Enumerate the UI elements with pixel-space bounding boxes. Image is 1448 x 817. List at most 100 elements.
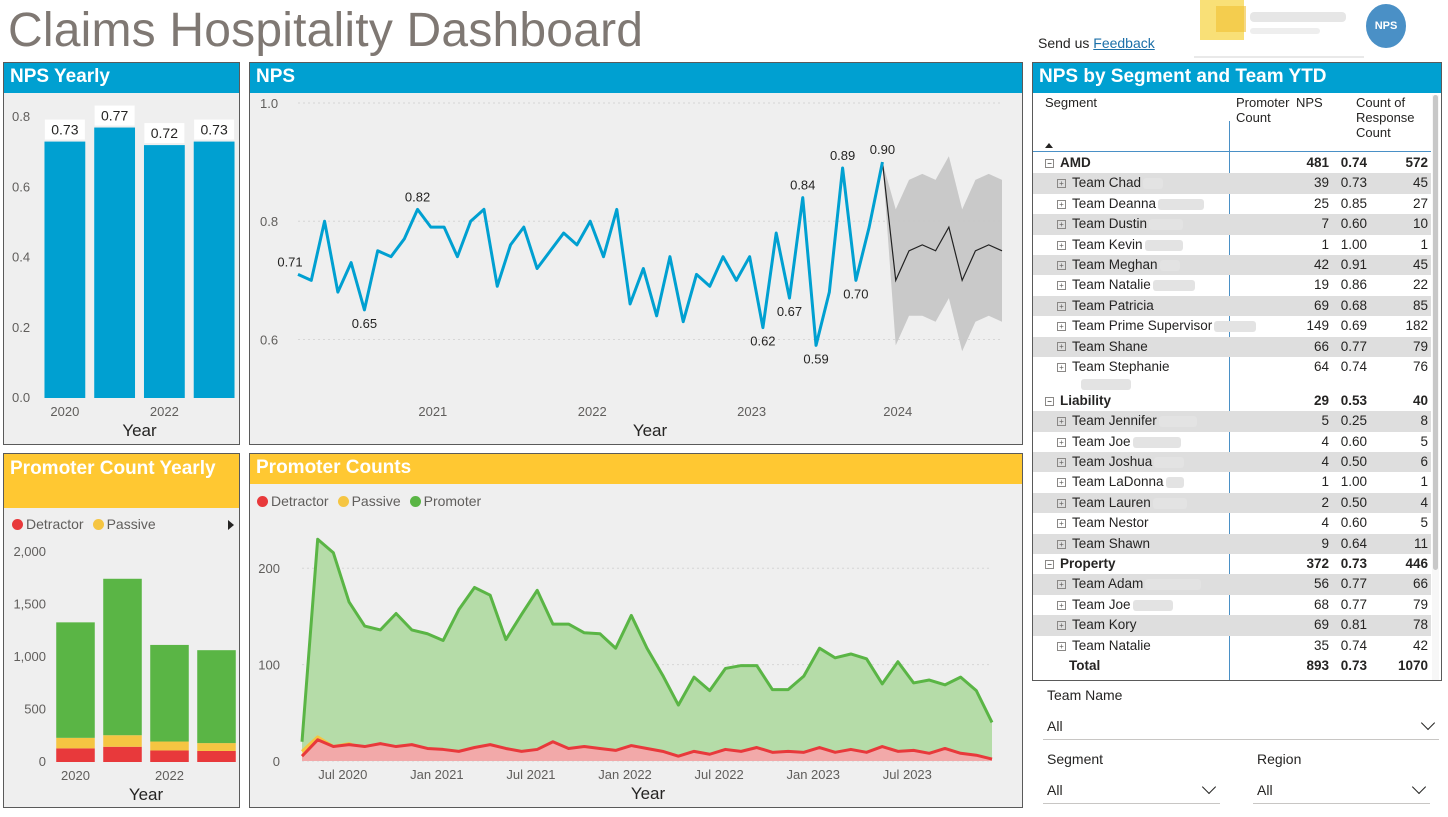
expand-icon[interactable]: + xyxy=(1057,362,1066,372)
redacted-surname xyxy=(1158,416,1197,428)
expand-icon[interactable]: + xyxy=(1057,437,1066,447)
expand-icon[interactable]: + xyxy=(1057,220,1066,230)
x-tick-label: 2022 xyxy=(155,768,184,783)
matrix-team-row[interactable]: + Team Chad 39 0.73 45 xyxy=(1033,173,1431,194)
matrix-team-row[interactable]: + Team Stephanie 64 0.74 76 xyxy=(1033,357,1431,391)
expand-icon[interactable]: + xyxy=(1057,539,1066,549)
expand-icon[interactable]: + xyxy=(1057,240,1066,250)
expand-icon[interactable]: + xyxy=(1057,600,1066,610)
matrix-team-row[interactable]: + Team Dustin 7 0.60 10 xyxy=(1033,214,1431,235)
redacted-surname xyxy=(1143,178,1164,190)
nps-trend-chart: 0.6 0.8 1.0 0.71 0.65 0.82 0.620.67 0.84 0.59 0.8… xyxy=(260,96,1003,440)
team-name-dropdown[interactable]: All xyxy=(1043,712,1439,740)
matrix-segment-row[interactable]: − Liability 29 0.53 40 xyxy=(1033,391,1431,411)
matrix-col-promoter-count[interactable]: Promoter Count xyxy=(1236,95,1290,125)
matrix-cell-promoter: 42 xyxy=(1313,256,1329,272)
expand-icon[interactable]: + xyxy=(1057,342,1066,352)
expand-icon[interactable]: + xyxy=(1057,281,1066,291)
matrix-scrollbar-thumb[interactable] xyxy=(1433,95,1438,570)
matrix-cell-promoter: 1 xyxy=(1321,236,1329,252)
matrix-row-label: − AMD xyxy=(1045,153,1091,173)
matrix-team-row[interactable]: + Team Kevin 1 1.00 1 xyxy=(1033,235,1431,255)
matrix-team-row[interactable]: + Team Jennifer 5 0.25 8 xyxy=(1033,411,1431,432)
matrix-cell-count: 572 xyxy=(1405,155,1428,170)
matrix-col-segment[interactable]: Segment xyxy=(1045,95,1098,110)
matrix-team-row[interactable]: + Team Shane 66 0.77 79 xyxy=(1033,336,1431,357)
sort-ascending-icon[interactable] xyxy=(1045,142,1053,148)
matrix-team-row[interactable]: + Team Joe 4 0.60 5 xyxy=(1033,432,1431,452)
matrix-row-name: Team Prime Supervisor xyxy=(1072,318,1213,334)
legend-label-passive: Passive xyxy=(106,516,156,532)
matrix-team-row[interactable]: + Team Shawn 9 0.64 11 xyxy=(1033,533,1431,555)
expand-icon[interactable]: + xyxy=(1057,478,1066,488)
bar-segment-promoter xyxy=(56,622,95,738)
redacted-surname xyxy=(1149,219,1184,231)
matrix-team-row[interactable]: + Team Joe 68 0.77 79 xyxy=(1033,595,1431,615)
matrix-total-row[interactable]: Total 893 0.73 1070 xyxy=(1033,656,1431,676)
forecast-confidence-band xyxy=(882,156,1002,352)
matrix-cell-promoter: 4 xyxy=(1321,515,1329,531)
matrix-cell-nps: 0.81 xyxy=(1340,617,1367,633)
y-tick-label: 100 xyxy=(258,658,280,673)
data-label: 0.59 xyxy=(803,351,828,366)
matrix-cell-count: 78 xyxy=(1412,617,1428,633)
matrix-segment-row[interactable]: − AMD 481 0.74 572 xyxy=(1033,153,1431,173)
nps-matrix-title: NPS by Segment and Team YTD xyxy=(1033,63,1441,93)
matrix-cell-promoter: 2 xyxy=(1321,494,1329,510)
matrix-row-name: Liability xyxy=(1060,392,1112,408)
matrix-team-row[interactable]: + Team Nestor 4 0.60 5 xyxy=(1033,513,1431,533)
matrix-row-label: − Liability xyxy=(1045,391,1111,411)
matrix-team-row[interactable]: + Team Patricia 69 0.68 85 xyxy=(1033,295,1431,317)
matrix-cell-promoter: 372 xyxy=(1306,556,1329,572)
nps-badge-icon: NPS xyxy=(1366,4,1406,48)
data-label: 0.82 xyxy=(405,189,430,204)
expand-icon[interactable]: + xyxy=(1057,519,1066,529)
matrix-cell-count: 1 xyxy=(1420,474,1428,490)
data-label: 0.65 xyxy=(352,316,377,331)
matrix-team-row[interactable]: + Team Kory 69 0.81 78 xyxy=(1033,615,1431,636)
matrix-team-row[interactable]: + Team Meghan 42 0.91 45 xyxy=(1033,254,1431,276)
expand-icon[interactable]: + xyxy=(1057,179,1066,189)
collapse-icon[interactable]: − xyxy=(1045,158,1054,168)
collapse-icon[interactable]: − xyxy=(1045,396,1054,406)
expand-icon[interactable]: + xyxy=(1057,322,1066,332)
matrix-col-nps[interactable]: NPS xyxy=(1296,95,1323,110)
legend-next-arrow-icon[interactable] xyxy=(226,518,236,532)
matrix-col-response-count[interactable]: Count of Response Count xyxy=(1356,95,1415,140)
matrix-row-label: + Team Chad xyxy=(1057,173,1164,193)
matrix-team-row[interactable]: + Team Natalie 19 0.86 22 xyxy=(1033,275,1431,295)
feedback-link[interactable]: Feedback xyxy=(1093,35,1155,51)
matrix-row-name: Team Kevin xyxy=(1072,236,1143,252)
matrix-scrollbar[interactable] xyxy=(1432,95,1439,680)
expand-icon[interactable]: + xyxy=(1057,301,1066,311)
company-logo-graphic xyxy=(1194,0,1364,58)
matrix-team-row[interactable]: + Team Deanna 25 0.85 27 xyxy=(1033,194,1431,214)
matrix-team-row[interactable]: + Team Natalie 35 0.74 42 xyxy=(1033,636,1431,656)
matrix-team-row[interactable]: + Team Lauren 2 0.50 4 xyxy=(1033,492,1431,514)
matrix-row-label: + Team Joe xyxy=(1057,595,1173,615)
matrix-cell-promoter: 29 xyxy=(1313,392,1329,408)
matrix-cell-promoter: 9 xyxy=(1321,535,1329,551)
matrix-cell-nps: 0.69 xyxy=(1340,318,1367,334)
matrix-team-row[interactable]: + Team Prime Supervisor 149 0.69 182 xyxy=(1033,316,1431,336)
matrix-segment-row[interactable]: − Property 372 0.73 446 xyxy=(1033,554,1431,574)
expand-icon[interactable]: + xyxy=(1057,498,1066,508)
collapse-icon[interactable]: − xyxy=(1045,559,1054,569)
expand-icon[interactable]: + xyxy=(1057,417,1066,427)
expand-icon[interactable]: + xyxy=(1057,641,1066,651)
matrix-cell-promoter: 4 xyxy=(1321,433,1329,449)
expand-icon[interactable]: + xyxy=(1057,199,1066,209)
matrix-team-row[interactable]: + Team LaDonna 1 1.00 1 xyxy=(1033,472,1431,492)
data-label: 0.84 xyxy=(790,178,815,193)
matrix-team-row[interactable]: + Team Adam 56 0.77 66 xyxy=(1033,574,1431,595)
matrix-row-label: + Team Stephanie xyxy=(1057,357,1170,377)
region-dropdown[interactable]: All xyxy=(1253,776,1430,804)
y-tick-label: 0.8 xyxy=(260,214,278,229)
segment-dropdown[interactable]: All xyxy=(1043,776,1220,804)
expand-icon[interactable]: + xyxy=(1057,260,1066,270)
expand-icon[interactable]: + xyxy=(1057,458,1066,468)
matrix-cell-nps: 0.85 xyxy=(1340,195,1367,211)
matrix-team-row[interactable]: + Team Joshua 4 0.50 6 xyxy=(1033,452,1431,473)
expand-icon[interactable]: + xyxy=(1057,621,1066,631)
expand-icon[interactable]: + xyxy=(1057,580,1066,590)
